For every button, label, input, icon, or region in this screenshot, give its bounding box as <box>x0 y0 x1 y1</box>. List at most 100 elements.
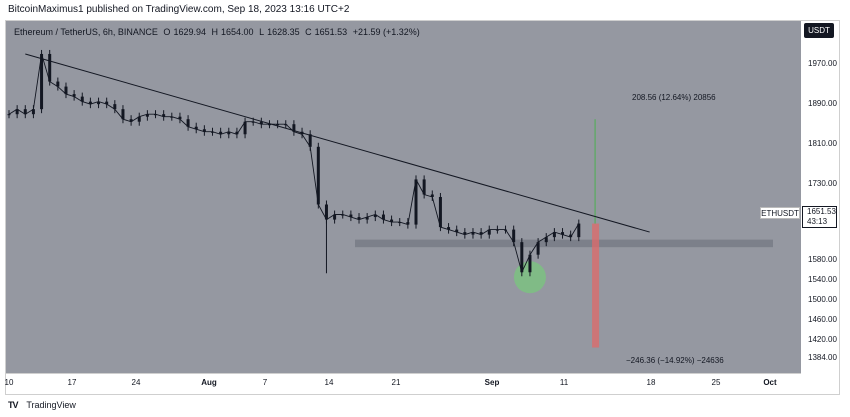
candle-body <box>414 179 418 225</box>
price-axis[interactable] <box>801 21 839 373</box>
legend-close: 1651.53 <box>314 27 348 37</box>
legend-change: +21.59 (+1.32%) <box>352 27 420 37</box>
candle-body <box>186 119 190 127</box>
candle-body <box>544 237 548 243</box>
lower-target-label: −246.36 (−14.92%) −24636 <box>626 356 724 365</box>
tradingview-logo-icon: TV <box>8 400 19 410</box>
candle-body <box>23 109 27 115</box>
candle-body <box>211 131 214 133</box>
candle-body <box>259 121 263 125</box>
time-tick-label: 14 <box>324 378 334 387</box>
candle-body <box>390 219 394 223</box>
time-tick-label: 25 <box>711 378 721 387</box>
time-tick-label: 21 <box>391 378 401 387</box>
time-tick-label: Oct <box>763 378 777 387</box>
time-axis[interactable] <box>6 373 801 394</box>
candle-body <box>561 232 565 235</box>
candle-body <box>113 104 117 110</box>
candle-body <box>487 229 491 235</box>
candle-body <box>528 254 532 273</box>
candle-body <box>97 101 101 105</box>
candle-body <box>56 81 60 87</box>
time-tick-label: Aug <box>201 378 217 387</box>
price-chart[interactable] <box>6 21 801 373</box>
candle-body <box>267 124 271 126</box>
time-tick-label: 24 <box>131 378 141 387</box>
candle-body <box>227 131 231 135</box>
candle-body <box>447 227 451 230</box>
candle-body <box>235 131 239 135</box>
candle-body <box>308 134 312 147</box>
candle-body <box>577 223 581 238</box>
symbol-legend: Ethereum / TetherUS, 6h, BINANCE O 1629.9… <box>14 27 423 37</box>
price-tick-label: 1580.00 <box>808 254 837 264</box>
candle-body <box>15 109 19 115</box>
candle-body <box>455 229 459 233</box>
price-tick-label: 1730.00 <box>808 179 837 189</box>
candle-body <box>569 234 573 238</box>
price-tick-label: 1384.00 <box>808 353 837 363</box>
candle-body <box>137 116 141 122</box>
time-tick-label: 7 <box>262 378 268 387</box>
candle-body <box>552 232 556 238</box>
bar-countdown: 43:13 <box>807 217 828 226</box>
legend-low: 1628.35 <box>267 27 300 37</box>
candle-body <box>438 196 442 228</box>
legend-open: 1629.94 <box>173 27 206 37</box>
legend-high: 1654.00 <box>221 27 254 37</box>
candle-body <box>72 94 76 97</box>
candle-body <box>381 214 385 220</box>
candle-body <box>349 214 353 218</box>
candle-body <box>341 214 345 216</box>
candle-body <box>154 114 158 116</box>
candle-body <box>178 116 182 120</box>
candle-body <box>292 124 296 132</box>
candle-body <box>80 96 84 102</box>
branding: TV TradingView <box>8 400 76 410</box>
time-tick-label: 10 <box>4 378 14 387</box>
legend-open-label: O <box>163 27 171 37</box>
candle-body <box>40 53 44 110</box>
candle-body <box>7 114 11 116</box>
candle-body <box>251 121 255 123</box>
candle-body <box>88 101 92 105</box>
last-price-box: 1651.53 43:13 <box>802 206 837 228</box>
candle-body <box>243 121 247 135</box>
candle-body <box>162 114 166 117</box>
price-tick-label: 1970.00 <box>808 59 837 68</box>
top-bar: BitcoinMaximus1 published on TradingView… <box>0 0 850 20</box>
legend-close-label: C <box>305 27 312 37</box>
candle-body <box>105 101 109 105</box>
time-tick-label: Sep <box>484 378 500 387</box>
candle-body <box>536 242 540 255</box>
candle-body <box>316 146 320 205</box>
candle-body <box>194 126 198 130</box>
branding-name: TradingView <box>26 400 76 410</box>
candle-body <box>463 232 467 235</box>
symbol-tag: ETHUSDT <box>760 207 800 219</box>
currency-button[interactable]: USDT <box>804 23 834 38</box>
candle-body <box>479 232 483 235</box>
price-tick-label: 1890.00 <box>808 99 837 109</box>
candle-body <box>121 109 125 120</box>
candle-body <box>333 214 337 220</box>
upper-target-label: 208.56 (12.64%) 20856 <box>632 93 716 102</box>
candle-body <box>64 86 68 95</box>
descending-trendline <box>25 53 650 233</box>
legend-low-label: L <box>259 27 265 37</box>
candle-body <box>170 116 174 118</box>
candle-body <box>276 124 280 126</box>
candle-body <box>48 53 52 82</box>
plot-area[interactable] <box>6 21 801 373</box>
time-tick-label: 17 <box>67 378 77 387</box>
time-tick-label: 11 <box>559 378 569 387</box>
price-tick-label: 1540.00 <box>808 274 837 284</box>
support-band <box>355 239 773 248</box>
candle-body <box>471 232 475 235</box>
candle-body <box>373 214 377 218</box>
legend-symbol: Ethereum / TetherUS, 6h, BINANCE <box>14 27 158 37</box>
candle-body <box>31 109 35 115</box>
price-line <box>8 53 580 274</box>
legend-high-label: H <box>211 27 219 37</box>
candle-body <box>365 217 369 220</box>
